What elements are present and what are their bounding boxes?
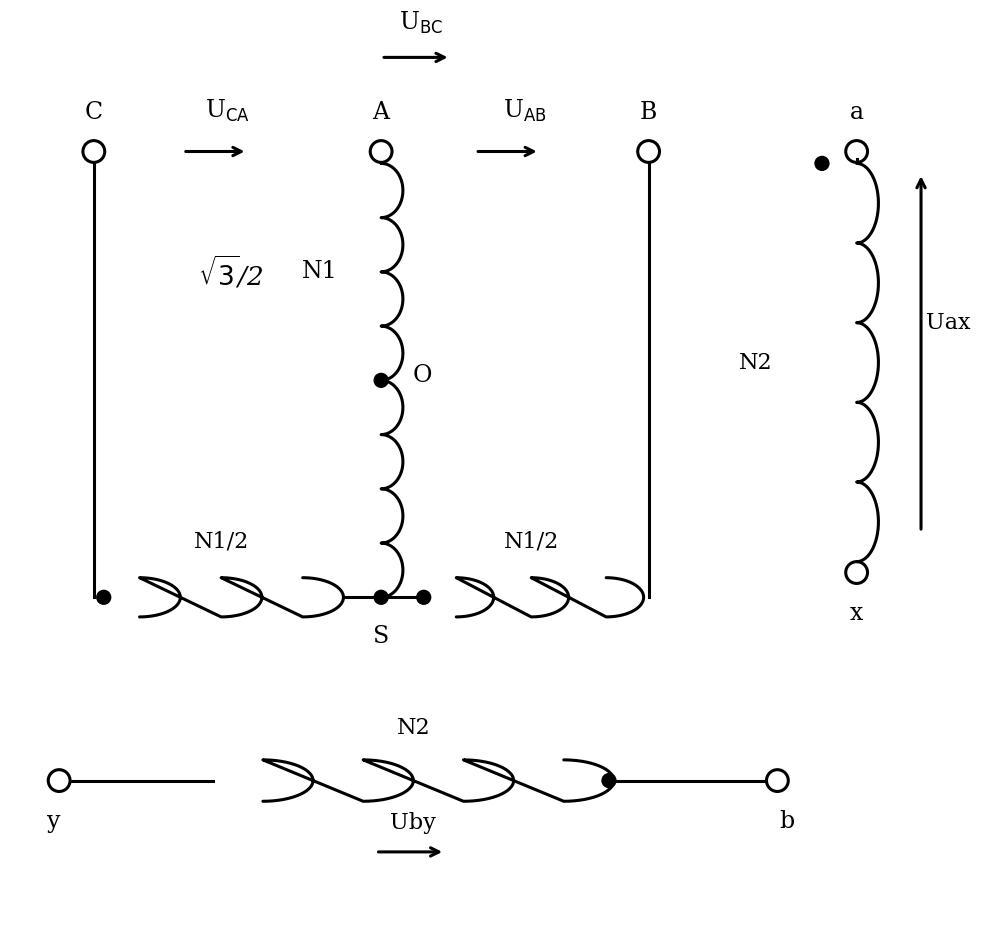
Text: C: C: [85, 101, 103, 124]
Text: U$_{\rm BC}$: U$_{\rm BC}$: [399, 9, 443, 35]
Text: Uby: Uby: [390, 812, 436, 834]
Text: x: x: [850, 603, 863, 625]
Text: $\sqrt{3}$/2: $\sqrt{3}$/2: [198, 254, 264, 290]
Circle shape: [97, 590, 111, 604]
Text: O: O: [413, 364, 432, 387]
Text: a: a: [850, 101, 864, 124]
Text: N1/2: N1/2: [194, 531, 249, 552]
Text: N1: N1: [302, 260, 338, 284]
Text: N2: N2: [397, 717, 430, 739]
Circle shape: [374, 374, 388, 387]
Text: B: B: [640, 101, 657, 124]
Text: N1/2: N1/2: [504, 531, 559, 552]
Circle shape: [417, 590, 431, 604]
Text: b: b: [780, 810, 795, 833]
Text: U$_{\rm AB}$: U$_{\rm AB}$: [503, 97, 547, 124]
Circle shape: [602, 774, 616, 788]
Circle shape: [815, 157, 829, 171]
Text: A: A: [373, 101, 390, 124]
Text: Uax: Uax: [926, 311, 970, 334]
Circle shape: [374, 590, 388, 604]
Text: U$_{\rm CA}$: U$_{\rm CA}$: [205, 97, 250, 124]
Text: S: S: [373, 625, 389, 648]
Text: N2: N2: [739, 351, 772, 374]
Text: y: y: [47, 810, 61, 833]
